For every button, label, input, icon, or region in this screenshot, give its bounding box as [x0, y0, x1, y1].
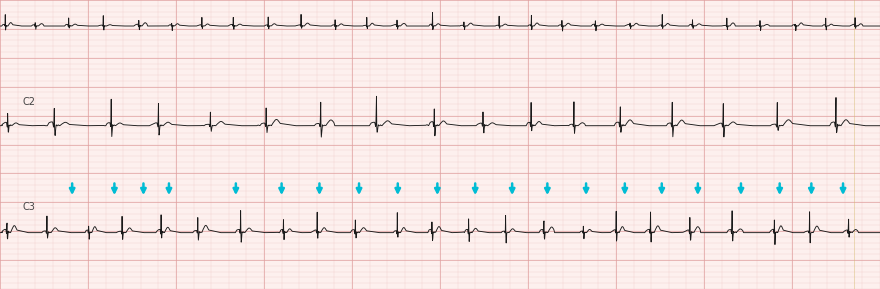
Text: C3: C3: [22, 201, 35, 212]
Text: C2: C2: [22, 97, 35, 108]
